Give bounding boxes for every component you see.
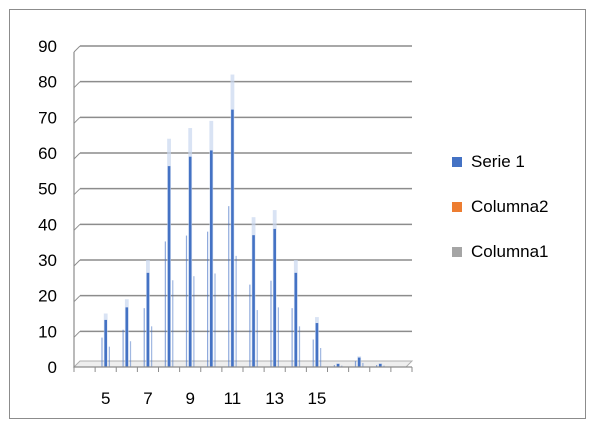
chart-floor xyxy=(72,360,414,368)
gridline-cap xyxy=(73,116,81,124)
y-tick-label: 30 xyxy=(38,251,57,270)
y-tick-label: 20 xyxy=(38,287,57,306)
y-tick-label: 50 xyxy=(38,180,57,199)
floor-plane xyxy=(72,360,414,368)
y-tick-label: 60 xyxy=(38,144,57,163)
bar xyxy=(249,217,258,367)
legend-swatch xyxy=(452,247,462,257)
x-tick-label: 11 xyxy=(224,389,242,408)
legend-label: Serie 1 xyxy=(471,152,525,171)
x-tick-label: 5 xyxy=(101,389,110,408)
legend: Serie 1 Columna2 Columna1 xyxy=(452,150,587,285)
bar xyxy=(228,74,237,368)
bar xyxy=(185,128,195,367)
x-tick-labels: 5 7 9 11 13 15 xyxy=(101,389,326,408)
x-tick-label: 13 xyxy=(265,389,284,408)
bar xyxy=(207,120,216,368)
axes xyxy=(73,52,413,372)
bar xyxy=(312,317,322,367)
gridline-cap xyxy=(73,223,81,231)
bar xyxy=(270,210,279,367)
bar xyxy=(291,260,301,367)
bar xyxy=(333,363,343,367)
x-tick-label: 15 xyxy=(307,389,326,408)
bar xyxy=(354,356,364,367)
x-tick-label: 9 xyxy=(185,389,194,408)
bar xyxy=(101,313,110,367)
gridline-cap xyxy=(73,45,81,53)
legend-swatch xyxy=(452,202,462,212)
legend-item-columna1: Columna1 xyxy=(452,240,587,264)
bars xyxy=(101,74,385,368)
bar xyxy=(164,138,174,367)
gridline-cap xyxy=(73,330,81,338)
x-tick-label: 7 xyxy=(143,389,152,408)
y-tick-label: 10 xyxy=(38,322,57,341)
legend-label: Columna1 xyxy=(471,242,549,261)
legend-label: Columna2 xyxy=(471,197,549,216)
y-tick-label: 90 xyxy=(38,37,57,56)
legend-swatch xyxy=(452,157,462,167)
bar xyxy=(122,299,132,367)
y-tick-label: 80 xyxy=(38,73,57,92)
gridlines xyxy=(73,45,412,338)
gridline-cap xyxy=(73,259,81,267)
gridline-cap xyxy=(73,295,81,303)
y-tick-label: 70 xyxy=(38,108,57,127)
y-tick-label: 40 xyxy=(38,215,57,234)
y-tick-labels: 0 10 20 30 40 50 60 70 80 90 xyxy=(38,37,57,377)
gridline-cap xyxy=(73,81,81,89)
bar xyxy=(143,260,153,367)
gridline-cap xyxy=(73,188,81,196)
legend-item-serie-1: Serie 1 xyxy=(452,150,587,174)
y-tick-label: 0 xyxy=(48,358,57,377)
gridline-cap xyxy=(73,152,81,160)
legend-item-columna2: Columna2 xyxy=(452,195,587,219)
bar xyxy=(376,363,385,367)
